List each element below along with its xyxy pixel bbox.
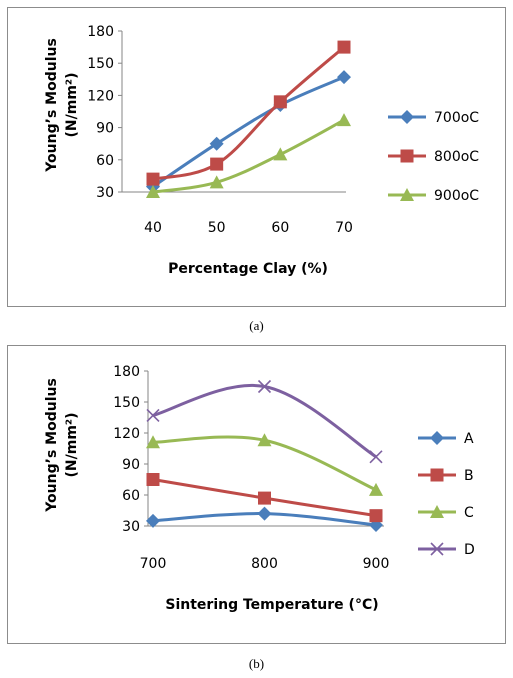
chart-a-y-axis-unit: (N/mm²)	[64, 73, 80, 138]
chart-b-series-a-point-700	[146, 513, 160, 528]
chart-a-x-tick-label-50: 50	[208, 220, 226, 236]
chart-b-series-a	[146, 506, 383, 532]
chart-b-y-axis-unit: (N/mm²)	[64, 413, 80, 478]
chart-a-series-900oc-line	[152, 118, 345, 194]
chart-b-y-axis-title: Young’s Modulus	[44, 378, 60, 513]
chart-b-series-b-point-700	[146, 473, 160, 486]
chart-a-y-tick-label-60: 60	[96, 153, 114, 169]
chart-a-x-tick-label-60: 60	[271, 220, 289, 236]
chart-a-svg: 30 60 90 120 150 180 40 50 60 70 Percentage Clay (…	[44, 24, 479, 277]
chart-b-series-b-point-800	[258, 491, 271, 505]
chart-b-legend-label-b: B	[464, 468, 474, 484]
chart-b-series-c	[146, 433, 383, 496]
chart-b-y-tick-label-60: 60	[122, 488, 140, 504]
chart-a-series-800oc-point-40	[146, 172, 160, 186]
chart-b-x-tick-label-900: 900	[363, 556, 390, 572]
chart-a-series-700oc-line	[152, 75, 345, 188]
chart-b-y-tick-label-120: 120	[113, 426, 140, 442]
chart-b-series-b-point-900	[369, 509, 383, 523]
chart-b-series-c-point-900	[369, 482, 383, 496]
chart-a-series-900oc	[146, 113, 351, 198]
chart-a-x-tick-label-70: 70	[335, 220, 353, 236]
chart-a-legend-label-900oc: 900oC	[434, 188, 479, 204]
chart-a-y-tick-label-150: 150	[87, 56, 114, 72]
chart-b-series-d-point-800-stroke-2	[257, 379, 272, 394]
chart-b-x-tick-label-700: 700	[140, 556, 167, 572]
caption-b: (b)	[248, 656, 265, 671]
chart-b-panel: 30 60 90 120 150 180 700 800 900 Sintering Temper…	[7, 345, 506, 644]
chart-a-legend-label-700oc: 700oC	[434, 110, 479, 126]
chart-b-series-d-point-700-stroke-2	[146, 408, 160, 422]
chart-b-series-d-point-900-stroke-2	[369, 450, 383, 464]
chart-a-series-900oc-point-70	[337, 113, 351, 127]
chart-b-legend-marker-d-stroke-2	[430, 542, 444, 556]
chart-b-series-a-point-800	[257, 506, 272, 521]
chart-a-series-700oc-point-50	[209, 136, 224, 151]
chart-a-panel: 30 60 90 120 150 180 40 50 60 70 Percentage Clay (…	[7, 7, 506, 307]
chart-b-series-b	[146, 473, 383, 523]
chart-b-y-tick-label-90: 90	[122, 457, 140, 473]
chart-a-y-tick-label-90: 90	[96, 121, 114, 137]
chart-a-legend-marker-900oc	[400, 188, 414, 201]
chart-b-legend-label-d: D	[464, 542, 475, 558]
chart-b-svg: 30 60 90 120 150 180 700 800 900 Sintering Temper…	[44, 364, 475, 613]
chart-b-legend-label-a: A	[464, 431, 474, 447]
chart-b-y-tick-label-180: 180	[113, 364, 140, 380]
chart-a-series-800oc	[146, 40, 351, 186]
chart-b-y-tick-label-30: 30	[122, 519, 140, 535]
chart-a-series-700oc-point-70	[337, 70, 351, 85]
chart-a-series-900oc-point-60	[273, 147, 288, 161]
chart-a-series-800oc-point-60	[273, 95, 287, 109]
chart-a-legend-label-800oc: 800oC	[434, 149, 479, 165]
caption-a: (a)	[249, 318, 264, 333]
chart-a-y-axis-title: Young’s Modulus	[44, 38, 60, 173]
chart-b-series-c-point-800	[257, 433, 272, 447]
chart-a-series-900oc-point-40	[146, 185, 160, 198]
chart-a-y-tick-label-120: 120	[87, 88, 114, 104]
chart-a-series-800oc-point-50	[210, 157, 224, 171]
chart-b-series-c-point-700	[146, 435, 160, 449]
chart-b-legend-marker-a	[430, 431, 444, 445]
chart-b-legend-marker-c	[430, 505, 444, 518]
chart-a-y-tick-label-180: 180	[87, 24, 114, 40]
chart-b-series-d-point-800	[257, 379, 272, 394]
chart-b-series-d	[146, 379, 383, 464]
chart-a-legend-marker-800oc	[400, 149, 414, 163]
chart-a-legend-marker-700oc	[400, 110, 414, 124]
chart-b-y-tick-label-150: 150	[113, 395, 140, 411]
chart-b-legend-label-c: C	[464, 505, 474, 521]
chart-b-x-tick-label-800: 800	[251, 556, 278, 572]
chart-a-x-axis-title: Percentage Clay (%)	[168, 261, 328, 277]
chart-a-series-900oc-point-50	[209, 175, 224, 189]
chart-a-series-800oc-line	[152, 45, 345, 181]
chart-b-legend-marker-d	[430, 542, 444, 556]
chart-b-legend-marker-b	[430, 468, 444, 482]
chart-b-series-d-point-900	[369, 450, 383, 464]
chart-a-y-tick-label-30: 30	[96, 185, 114, 201]
chart-b-x-axis-title: Sintering Temperature (°C)	[165, 597, 378, 613]
chart-a-x-tick-label-40: 40	[144, 220, 162, 236]
chart-a-series-800oc-point-70	[337, 40, 351, 54]
chart-b-series-d-point-700	[146, 408, 160, 422]
